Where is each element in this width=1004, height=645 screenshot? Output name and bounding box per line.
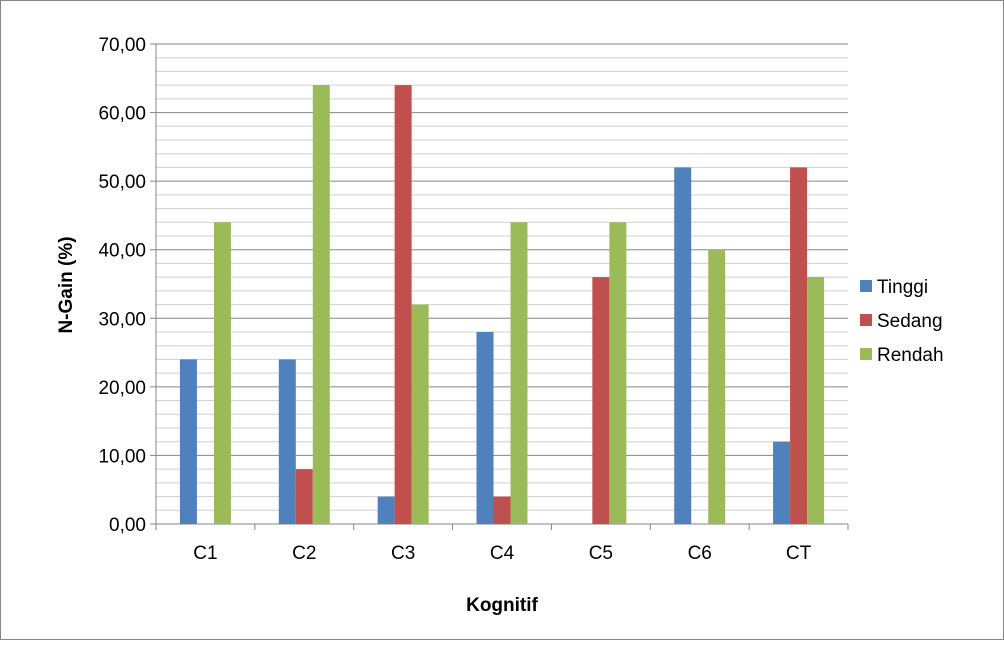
x-tick-label: C6 [688,543,712,564]
y-tick-label: 10,00 [98,446,146,467]
y-axis-title: N-Gain (%) [56,236,77,333]
bar-rendah-c4 [510,222,528,525]
legend-item-rendah: Rendah [860,345,944,366]
bar-sedang-c5 [592,277,610,524]
legend-label: Rendah [877,345,944,366]
y-tick-label: 40,00 [98,241,146,262]
x-tick-label: C1 [193,543,217,564]
x-tick-label: C4 [490,543,515,564]
legend-item-tinggi: Tinggi [860,277,928,298]
bar-rendah-c2 [312,85,330,525]
legend-swatch [860,314,872,326]
bar-tinggi-c4 [476,332,494,524]
y-tick-label: 50,00 [98,172,146,193]
x-tick-label: C5 [589,543,613,564]
legend: Tinggi Sedang Rendah [860,277,944,366]
bar-tinggi-c3 [377,496,395,524]
legend-label: Sedang [877,311,943,332]
bar-rendah-c1 [213,222,231,525]
y-tick-label: 20,00 [98,378,146,399]
bar-sedang-ct [790,167,808,524]
bar-rendah-c5 [609,222,627,525]
bar-tinggi-c1 [179,359,197,524]
bar-sedang-c3 [394,85,412,525]
bar-tinggi-c2 [278,359,296,524]
bar-rendah-c6 [708,249,726,524]
legend-swatch [860,348,872,360]
grid-lines [156,43,848,511]
legend-label: Tinggi [877,277,928,298]
y-tick-label: 0,00 [109,515,146,536]
y-tick-label: 60,00 [98,104,146,125]
bar-rendah-ct [807,277,825,524]
legend-item-sedang: Sedang [860,311,943,332]
bar-tinggi-c6 [674,167,692,524]
x-tick-label: C2 [292,543,316,564]
bar-tinggi-ct [773,441,791,524]
y-tick-label: 70,00 [98,35,146,56]
legend-swatch [860,280,872,292]
bar-sedang-c2 [295,469,313,524]
x-axis-title: Kognitif [466,595,538,616]
bar-rendah-c3 [411,304,429,524]
x-tick-label: C3 [391,543,415,564]
tick-labels: 0,00 10,00 20,00 30,00 40,00 50,00 60,00 70,00 C… [98,35,811,564]
bar-sedang-c4 [493,496,511,524]
x-tick-label: CT [786,543,812,564]
bars [179,85,825,525]
y-tick-label: 30,00 [98,309,146,330]
